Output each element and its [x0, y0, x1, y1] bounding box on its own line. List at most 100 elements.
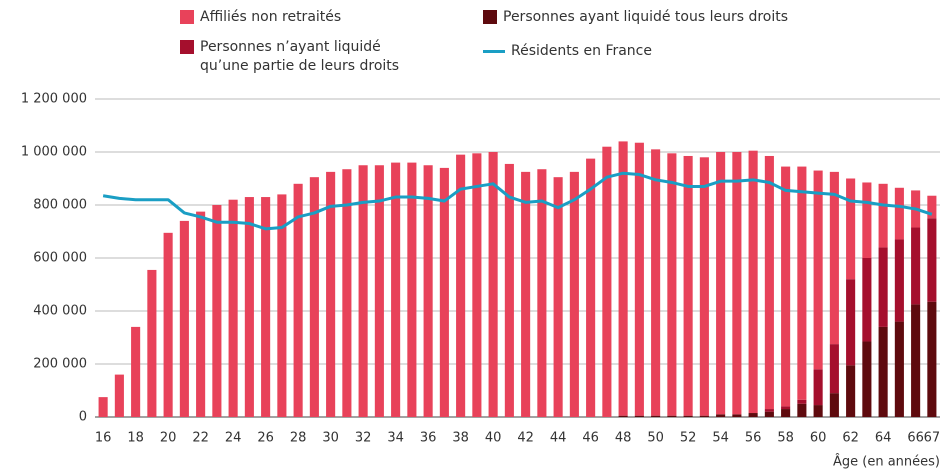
x-tick-label: 36 [420, 431, 437, 446]
y-tick-label: 200 000 [33, 357, 87, 372]
bar-segment [391, 162, 401, 417]
x-tick-label: 64 [875, 431, 892, 446]
bar-segment [277, 194, 287, 417]
line [102, 171, 933, 231]
x-tick-label: 40 [485, 431, 502, 446]
bar-segment [472, 153, 482, 417]
x-tick-label: 16 [95, 431, 112, 446]
y-tick-label: 800 000 [33, 198, 87, 213]
legend-item: Affiliés non retraités [180, 8, 341, 27]
bar-segment [797, 399, 807, 404]
bar-segment [911, 304, 921, 417]
x-tick-label: 38 [452, 431, 469, 446]
bar-segment [829, 171, 839, 345]
bar-segment [911, 227, 921, 305]
x-tick-label: 48 [615, 431, 632, 446]
bar-segment [748, 413, 758, 417]
bar-segment [878, 247, 888, 327]
bar-segment [374, 165, 384, 417]
bar-segment [927, 301, 937, 417]
bar-segment [98, 397, 108, 417]
bar-segment [699, 415, 709, 417]
bar-segment [894, 239, 904, 322]
bar-segment [342, 169, 352, 417]
bar-segment [846, 279, 856, 366]
bar-segment [829, 344, 839, 394]
bar-segment [569, 171, 579, 417]
bar-segment [927, 218, 937, 302]
x-tick-label: 20 [160, 431, 177, 446]
legend-label: Personnes n’ayant liquidé qu’une partie … [200, 39, 400, 74]
bar-segment [699, 157, 709, 416]
bar-segment [781, 406, 791, 410]
bar-segment [667, 415, 677, 417]
bar-segment [293, 183, 303, 417]
bar-segment [553, 177, 563, 417]
x-tick-label: 62 [842, 431, 859, 446]
bar-segment [781, 166, 791, 407]
legend-swatch [180, 10, 194, 24]
legend-item: Personnes n’ayant liquidé qu’une partie … [180, 38, 420, 76]
bar-segment [179, 220, 189, 417]
bar-segment [586, 158, 596, 417]
x-tick-label: 28 [290, 431, 307, 446]
bar-segment [504, 163, 514, 417]
bar-segment [439, 167, 449, 417]
bar-segment [813, 170, 823, 370]
y-tick-label: 1 000 000 [21, 145, 87, 160]
bar-segment [683, 415, 693, 417]
y-tick-label: 0 [79, 410, 87, 425]
bar-segment [537, 169, 547, 417]
x-axis-title: Âge (en années) [833, 454, 940, 470]
legend-item: Personnes ayant liquidé tous leurs droit… [483, 8, 788, 27]
bar-segment [797, 166, 807, 400]
bar-segment [651, 415, 661, 417]
bar-segment [716, 152, 726, 415]
x-tick-label: 24 [225, 431, 242, 446]
bar-segment [326, 171, 336, 417]
x-tick-label: 18 [127, 431, 144, 446]
bar-segment [764, 409, 774, 412]
x-tick-label: 44 [550, 431, 567, 446]
bar-segment [634, 415, 644, 417]
bar-segment [732, 414, 742, 417]
x-tick-label: 60 [810, 431, 827, 446]
y-tick-label: 1 200 000 [21, 92, 87, 107]
bar-segment [602, 146, 612, 417]
bar-segment [407, 162, 417, 417]
bar-segment [114, 374, 124, 417]
bar-segment [894, 187, 904, 240]
bar-segment [764, 155, 774, 410]
x-tick-label: 66 [907, 431, 924, 446]
legend-swatch [483, 10, 497, 24]
x-tick-label: 52 [680, 431, 697, 446]
x-tick-label: 56 [745, 431, 762, 446]
x-tick-label: 54 [712, 431, 729, 446]
legend-label: Affiliés non retraités [200, 9, 342, 25]
bar-segment [927, 195, 937, 219]
bar-segment [309, 177, 319, 417]
bar-segment [244, 197, 254, 417]
bar-segment [521, 171, 531, 417]
x-tick-label: 46 [582, 431, 599, 446]
x-tick-label: 67 [924, 431, 941, 446]
x-tick-label: 22 [192, 431, 209, 446]
x-tick-label: 30 [322, 431, 339, 446]
legend-swatch [483, 50, 505, 53]
x-tick-label: 34 [387, 431, 404, 446]
bar-segment [651, 149, 661, 416]
x-tick-label: 42 [517, 431, 534, 446]
bar-segment [488, 152, 498, 417]
bar-segment [358, 165, 368, 417]
bar-segment [131, 326, 141, 417]
legend-label: Personnes ayant liquidé tous leurs droit… [503, 9, 789, 25]
bar-segment [829, 393, 839, 417]
bar-segment [618, 415, 628, 417]
y-tick-label: 400 000 [33, 304, 87, 319]
bar-segment [846, 365, 856, 417]
bar-segment [147, 269, 157, 417]
bar-segment [683, 155, 693, 416]
bar-segment [748, 150, 758, 414]
x-tick-label: 50 [647, 431, 664, 446]
